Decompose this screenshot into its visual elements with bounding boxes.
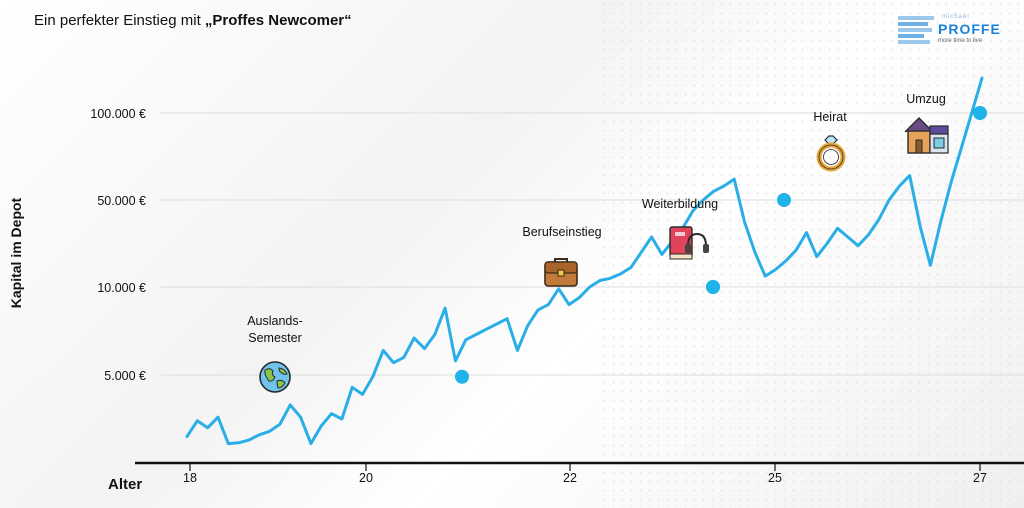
series-line: [185, 76, 984, 446]
y-axis-label: Kapital im Depot: [8, 197, 24, 309]
brand-logo: michael PROFFE more time to live: [898, 14, 1008, 48]
x-axis-label: Alter: [108, 476, 143, 493]
logo-tagline: more time to live: [938, 38, 983, 44]
event-label-berufseinstieg: Berufseinstieg: [522, 225, 602, 239]
event-label-weiterbildung: Weiterbildung: [641, 197, 719, 211]
title-prefix: Ein perfekter Einstieg mit: [34, 12, 201, 29]
page-title: Ein perfekter Einstieg mit „Proffes Newc…: [34, 12, 352, 29]
briefcase-icon: [544, 258, 578, 287]
title-highlight: „Proffes Newcomer“: [204, 12, 352, 29]
x-tick-label: 25: [768, 471, 782, 485]
logo-name: PROFFE: [938, 21, 1001, 37]
book-headphones-icon: [669, 226, 709, 260]
globe-icon: [259, 361, 291, 393]
y-tick-label: 50.000 €: [97, 194, 146, 208]
y-tick-label: 100.000 €: [90, 107, 146, 121]
event-label-umzug: Umzug: [906, 92, 946, 106]
event-label-auslands-semester: Auslands- Semester: [240, 313, 310, 347]
ring-icon: [816, 135, 846, 172]
logo-small-text: michael: [942, 14, 970, 20]
x-tick-label: 20: [359, 471, 373, 485]
milestone-marker: [777, 193, 791, 207]
x-tick-label: 27: [973, 471, 987, 485]
milestone-marker: [455, 369, 469, 384]
y-tick-label: 5.000 €: [104, 369, 146, 383]
x-tick-label: 22: [563, 471, 577, 485]
milestone-marker: [706, 280, 720, 294]
event-label-heirat: Heirat: [813, 110, 847, 124]
y-tick-label: 10.000 €: [97, 281, 146, 295]
house-icon: [904, 117, 949, 154]
x-tick-label: 18: [183, 471, 197, 485]
milestone-marker: [973, 106, 987, 120]
logo-mark-icon: [898, 16, 934, 44]
event-label-text: Auslands- Semester: [247, 314, 303, 345]
